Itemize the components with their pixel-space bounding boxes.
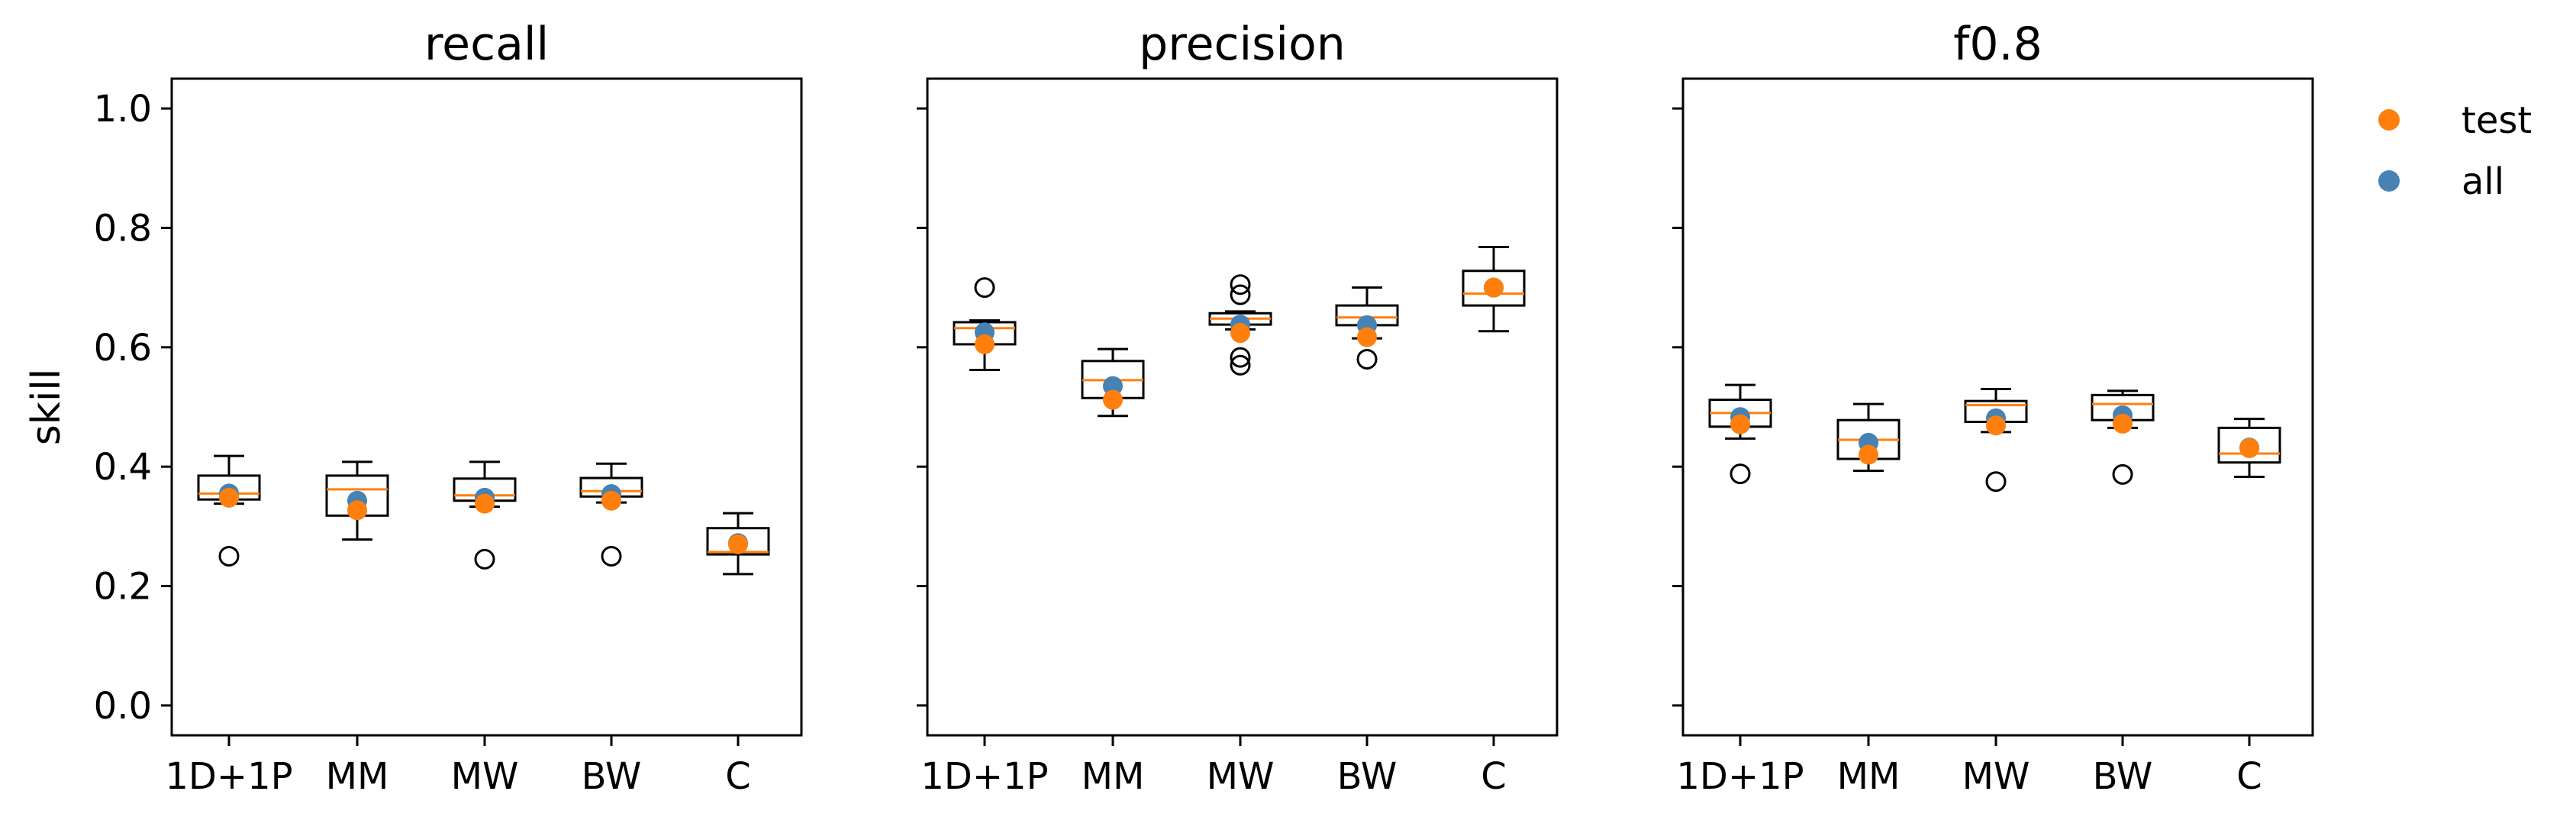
outlier-point	[1230, 347, 1251, 368]
y-tick-label: 0.2	[94, 566, 152, 609]
outlier-point	[1230, 274, 1251, 295]
legend-marker-all	[2378, 170, 2400, 192]
y-tick-label: 0.8	[94, 207, 152, 250]
x-tick-label: C	[725, 755, 751, 798]
x-tick-label: 1D+1P	[165, 755, 292, 798]
point-test	[1103, 389, 1123, 410]
box-C	[1462, 245, 1526, 333]
x-tick-label: MW	[1207, 755, 1275, 798]
x-tick-label: MM	[1082, 755, 1145, 798]
outlier-point	[1730, 463, 1751, 485]
point-test	[2113, 413, 2133, 434]
x-tick-label: BW	[2093, 755, 2153, 798]
x-tick-label: MM	[326, 755, 389, 798]
point-test	[475, 493, 495, 514]
x-tick-label: BW	[1337, 755, 1398, 798]
outlier-point	[601, 545, 622, 567]
plot-frame	[1681, 77, 2314, 737]
point-test	[1230, 323, 1250, 344]
point-test	[219, 487, 239, 508]
subplot-3: f0.8 1D+1P MM MW BW C	[1672, 18, 2314, 798]
x-tick-label: MM	[1837, 755, 1901, 798]
box-C	[2217, 418, 2281, 478]
legend-label-all: all	[2462, 160, 2504, 203]
outlier-point	[1230, 354, 1251, 376]
y-tick-label: 0.4	[94, 446, 152, 489]
y-tick-label: 0.6	[94, 327, 152, 370]
subplot-title: f0.8	[1953, 18, 2042, 71]
iqr-box	[706, 527, 770, 556]
box-MW	[453, 460, 517, 570]
outlier-point	[974, 277, 995, 299]
point-test	[975, 334, 995, 354]
x-tick-label: 1D+1P	[1676, 755, 1804, 798]
outlier-point	[218, 545, 240, 567]
outlier-point	[1356, 348, 1378, 370]
plot-frame	[926, 77, 1559, 737]
outlier-point	[474, 548, 495, 570]
point-test	[347, 500, 367, 521]
point-test	[728, 534, 748, 554]
legend-marker-test	[2378, 109, 2400, 131]
x-tick-label: C	[1481, 755, 1507, 798]
y-tick-label: 1.0	[94, 88, 152, 131]
x-tick-label: MW	[451, 755, 519, 798]
point-test	[1859, 444, 1878, 465]
point-all	[1103, 376, 1123, 396]
point-test	[1730, 414, 1750, 434]
legend-label-test: test	[2462, 99, 2532, 142]
x-tick-label: BW	[582, 755, 642, 798]
subplot-2: precision 1D+1P MM MW BW C	[917, 18, 1559, 798]
outlier-point	[1985, 471, 2007, 492]
box-BW	[2091, 389, 2155, 485]
point-test	[1484, 277, 1504, 298]
iqr-box	[2217, 426, 2281, 464]
y-axis-label: skill	[24, 369, 69, 446]
point-test	[1357, 327, 1377, 347]
x-tick-label: 1D+1P	[920, 755, 1048, 798]
subplot-title: recall	[424, 18, 549, 71]
legend: test all	[2378, 99, 2532, 203]
box-BW	[579, 462, 643, 567]
x-tick-label: C	[2236, 755, 2262, 798]
subplot-title: precision	[1139, 18, 1346, 71]
box-MW	[1964, 388, 2028, 492]
box-MM	[325, 460, 389, 541]
point-test	[2239, 438, 2259, 458]
outlier-point	[2112, 463, 2133, 485]
iqr-box	[1462, 270, 1526, 307]
y-tick-label: 0.0	[94, 685, 152, 728]
point-test	[601, 490, 621, 511]
box-1D+1P	[197, 454, 261, 567]
outlier-point	[1230, 284, 1251, 305]
subplot-1: recall 0.0 0.2 0.4 0.6 0.8 1.0 skill 1D+1P MM MW BW…	[24, 18, 803, 798]
plot-frame	[170, 77, 803, 737]
point-test	[1986, 415, 2006, 436]
x-tick-label: MW	[1962, 755, 2030, 798]
